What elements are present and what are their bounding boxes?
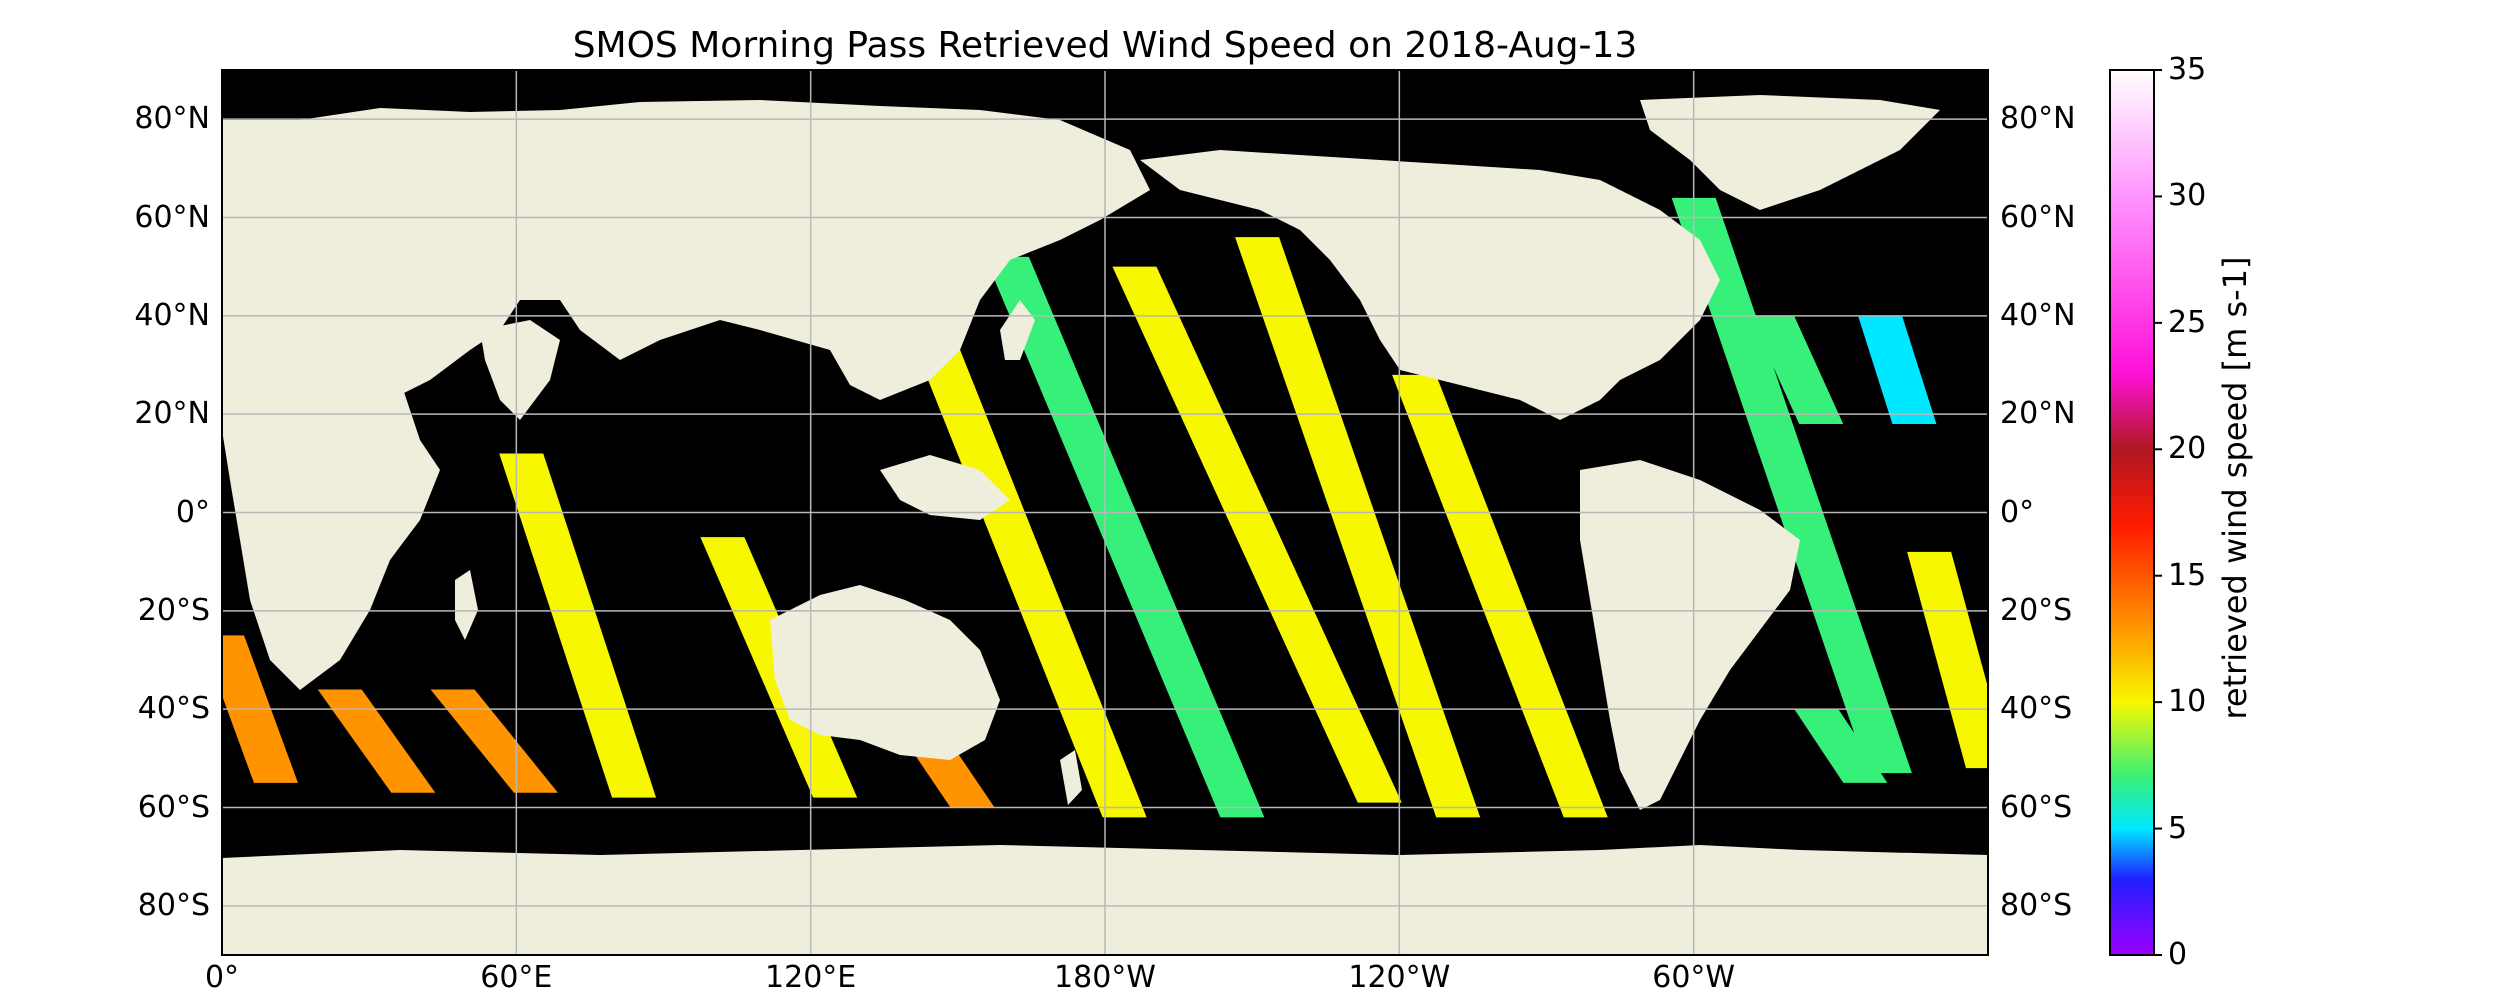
lat-tick-label-right: 40°S <box>2000 691 2073 727</box>
wind-swath <box>1671 197 1912 774</box>
colorbar-tick-label: 20 <box>2168 431 2207 467</box>
lat-tick-label-right: 20°N <box>2000 396 2076 432</box>
colorbar-tick-label: 0 <box>2168 937 2188 972</box>
land-japan <box>1000 300 1035 360</box>
colorbar-tick-label: 15 <box>2168 557 2207 593</box>
lon-tick-label: 60°E <box>480 960 553 995</box>
lat-tick-label-left: 40°N <box>134 297 210 333</box>
wind-swath <box>906 325 1147 818</box>
wind-swath <box>1235 237 1481 818</box>
lat-tick-label-left: 20°N <box>134 396 210 432</box>
lat-tick-label-left: 60°N <box>134 199 210 235</box>
lon-tick-label: 60°W <box>1652 960 1736 995</box>
colorbar-tick-label: 10 <box>2168 684 2207 720</box>
lat-tick-label-left: 20°S <box>137 592 210 628</box>
wind-swath <box>430 689 558 793</box>
land-eurasia-africa <box>222 100 1150 560</box>
lat-tick-label-right: 0° <box>2000 494 2035 530</box>
lon-tick-label: 120°W <box>1348 960 1451 995</box>
land-madagascar <box>455 570 478 640</box>
land-uk <box>228 180 250 225</box>
colorbar-tick-label: 35 <box>2168 52 2207 87</box>
land-australia <box>770 585 1000 760</box>
lat-tick-label-right: 40°N <box>2000 297 2076 333</box>
colorbar-title: retrieved wind speed [m s-1] <box>2216 256 2254 720</box>
colorbar-tick-label: 30 <box>2168 178 2207 214</box>
land-india <box>480 320 560 420</box>
wind-swath <box>984 256 1265 818</box>
lat-tick-label-left: 60°S <box>137 789 210 825</box>
colorbar-tick-label: 25 <box>2168 304 2207 340</box>
wind-swath <box>1794 709 1888 783</box>
lat-tick-label-right: 60°N <box>2000 199 2076 235</box>
lon-tick-label: 180°W <box>1054 960 1156 995</box>
colorbar <box>2109 69 2162 956</box>
wind-swath <box>1750 315 1844 424</box>
lon-tick-label: 120°E <box>765 960 857 995</box>
wind-swath <box>499 453 657 798</box>
wind-swath <box>1392 374 1608 818</box>
wind-swath <box>317 689 436 793</box>
lat-tick-label-left: 40°S <box>137 691 210 727</box>
lat-tick-label-left: 80°N <box>134 101 210 137</box>
lat-tick-label-right: 80°N <box>2000 101 2076 137</box>
land-maritime-se-asia <box>880 455 1010 520</box>
lat-tick-label-right: 20°S <box>2000 592 2073 628</box>
lat-tick-label-right: 60°S <box>2000 789 2073 825</box>
land-south-america <box>1580 460 1800 810</box>
colorbar-tick-label: 5 <box>2168 810 2188 846</box>
land-greenland <box>1640 95 1940 210</box>
lon-tick-label: 0° <box>204 960 240 995</box>
wind-swath <box>1858 315 1937 424</box>
lat-tick-label-left: 0° <box>175 494 210 530</box>
land-new-zealand <box>1060 750 1082 805</box>
map-frame <box>221 69 1989 956</box>
land-africa <box>222 290 440 690</box>
wind-swath <box>1907 551 1988 769</box>
wind-swath <box>1112 266 1402 803</box>
lat-tick-label-right: 80°S <box>2000 887 2073 923</box>
lat-tick-label-left: 80°S <box>137 887 210 923</box>
figure-title: SMOS Morning Pass Retrieved Wind Speed o… <box>572 25 1638 66</box>
colorbar-gradient <box>2109 69 2155 956</box>
